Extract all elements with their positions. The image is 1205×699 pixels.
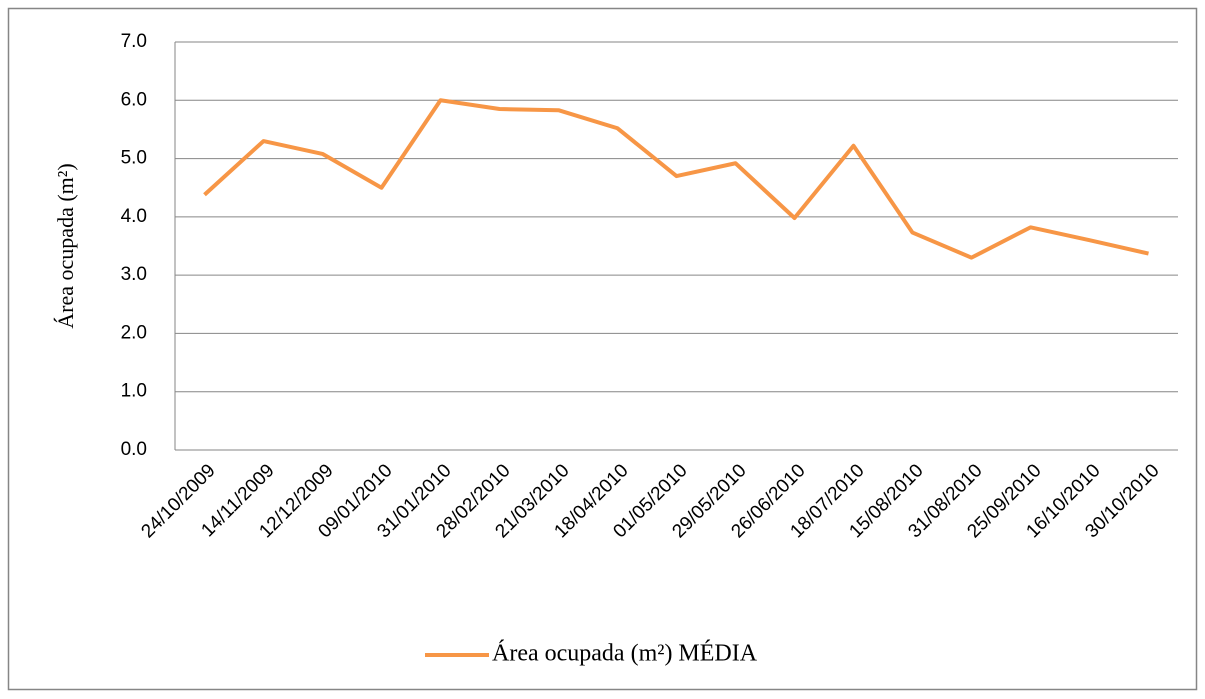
y-tick-label: 5.0 [121, 148, 147, 169]
y-tick-label: 0.0 [121, 439, 147, 460]
chart-border [7, 7, 1198, 691]
y-tick-label: 6.0 [121, 89, 147, 110]
y-axis-label: Área ocupada (m²) [53, 163, 78, 328]
legend-label: Área ocupada (m²) MÉDIA [492, 641, 758, 667]
data-line [203, 98, 1149, 260]
y-tick-label: 7.0 [121, 31, 147, 52]
y-tick-label: 4.0 [121, 206, 147, 227]
y-tick-label: 2.0 [121, 322, 147, 343]
y-tick-label: 3.0 [121, 264, 147, 285]
y-tick-label: 1.0 [121, 381, 147, 402]
